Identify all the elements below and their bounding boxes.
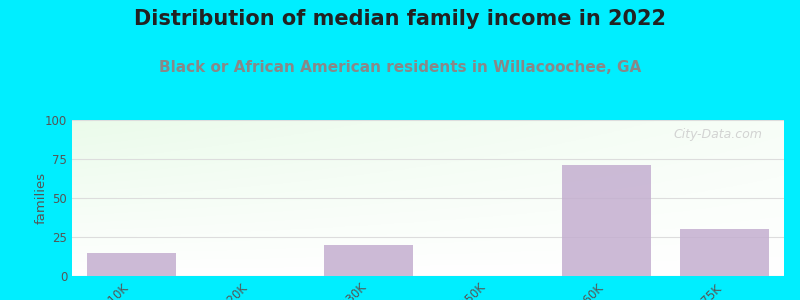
Bar [324,245,413,276]
Text: Black or African American residents in Willacoochee, GA: Black or African American residents in W… [159,60,641,75]
Y-axis label: families: families [34,172,47,224]
Text: City-Data.com: City-Data.com [674,128,762,141]
Bar [87,253,176,276]
Bar [680,229,769,276]
Text: Distribution of median family income in 2022: Distribution of median family income in … [134,9,666,29]
Bar [562,165,650,276]
